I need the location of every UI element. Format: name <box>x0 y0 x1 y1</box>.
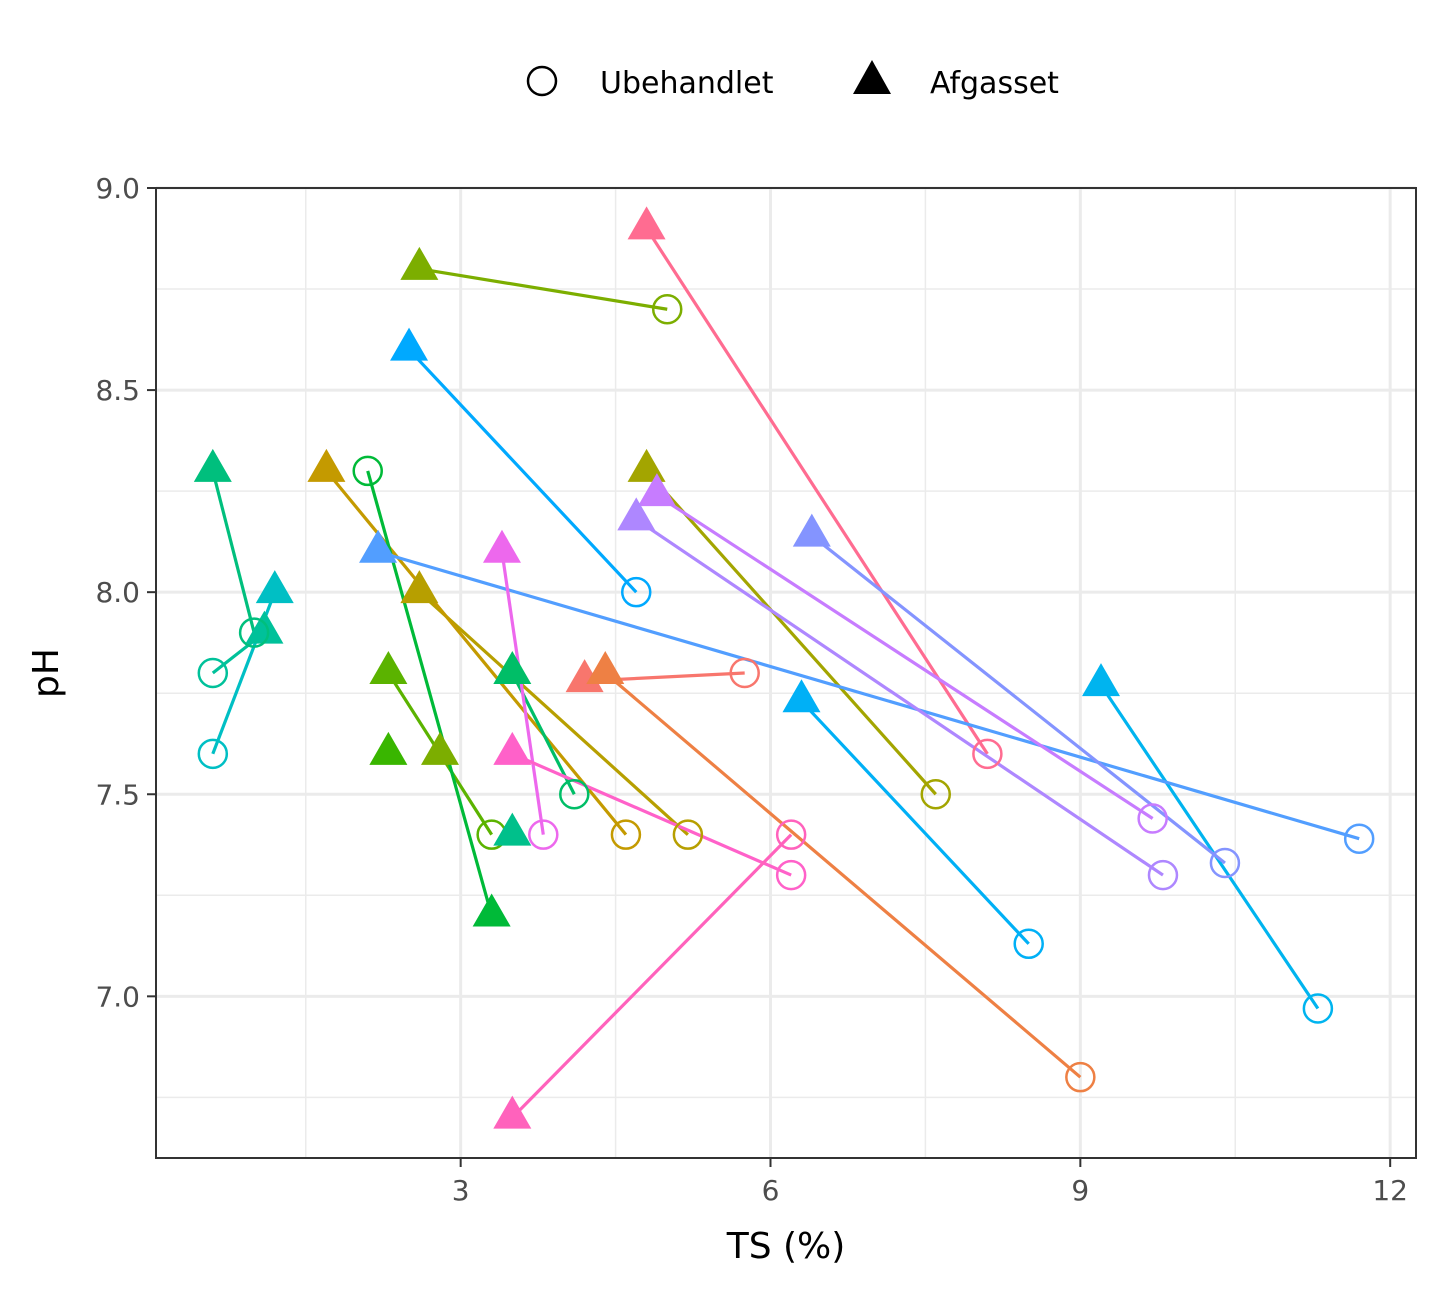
afgasset-point <box>390 327 429 361</box>
pair-line <box>419 267 668 311</box>
pair-line <box>810 534 1226 865</box>
afgasset-point <box>193 448 232 482</box>
afgasset-point <box>369 651 408 684</box>
pair-line <box>511 833 793 1119</box>
ubehandlet-point <box>1343 823 1375 854</box>
ubehandlet-point <box>197 738 229 770</box>
afgasset-point <box>493 1095 532 1129</box>
ubehandlet-point <box>972 738 1003 770</box>
pair-line <box>418 590 689 836</box>
afgasset-point <box>493 812 532 846</box>
ubehandlet-point <box>610 819 642 850</box>
ubehandlet-point <box>528 819 559 850</box>
pair-lines <box>211 227 1360 1119</box>
legend-afgasset-label: Afgasset <box>930 66 1059 101</box>
pair-line <box>511 752 792 877</box>
afgasset-point <box>792 513 831 547</box>
pair-line <box>366 470 494 916</box>
afgasset-point <box>400 246 439 280</box>
pair-line <box>1099 684 1320 1010</box>
y-tick-label: 7.5 <box>95 778 140 811</box>
afgasset-point <box>255 570 294 604</box>
ubehandlet-point <box>1013 928 1044 960</box>
ubehandlet-point <box>651 294 683 325</box>
ubehandlet-point <box>1209 847 1241 879</box>
pair-line <box>604 671 1082 1079</box>
legend: Ubehandlet Afgasset <box>526 60 1059 101</box>
ubehandlet-point <box>920 779 952 810</box>
afgasset-point <box>627 206 666 240</box>
ubehandlet-point <box>1147 859 1179 891</box>
data-points <box>193 206 1375 1129</box>
afgasset-point <box>1082 663 1120 697</box>
plot-border <box>155 187 1417 1159</box>
legend-ubehandlet-key <box>526 65 558 97</box>
ubehandlet-point <box>559 779 590 810</box>
afgasset-point <box>637 473 676 507</box>
ubehandlet-point <box>775 819 807 850</box>
ubehandlet-point <box>620 576 652 608</box>
afgasset-point <box>493 651 532 684</box>
y-axis-title: pH <box>26 648 67 698</box>
pair-line <box>645 469 937 796</box>
afgasset-point <box>421 731 460 765</box>
ubehandlet-point <box>238 617 270 648</box>
legend-ubehandlet-label: Ubehandlet <box>600 66 774 101</box>
afgasset-point <box>482 529 521 563</box>
afgasset-point <box>627 448 666 482</box>
x-tick-label: 3 <box>452 1174 470 1207</box>
legend-afgasset-key <box>853 60 891 94</box>
y-axis: 7.0 7.5 8.0 8.5 9.0 <box>95 172 156 1013</box>
afgasset-point <box>307 448 346 482</box>
afgasset-point <box>400 570 439 604</box>
y-tick-label: 8.5 <box>95 374 140 407</box>
afgasset-point <box>617 497 656 531</box>
pair-line <box>656 493 1154 820</box>
afgasset-point <box>586 651 625 684</box>
x-tick-label: 12 <box>1372 1174 1408 1207</box>
y-tick-label: 9.0 <box>95 172 140 205</box>
ubehandlet-point <box>1065 1061 1096 1093</box>
pair-line <box>377 550 1360 841</box>
afgasset-point <box>493 731 532 765</box>
plot-panel <box>156 188 1416 1158</box>
ubehandlet-point <box>1137 803 1168 834</box>
afgasset-point <box>245 610 284 644</box>
afgasset-point <box>782 679 821 713</box>
pair-line <box>325 469 628 836</box>
ubehandlet-point <box>729 657 760 689</box>
x-axis: 3 6 9 12 <box>452 1158 1408 1207</box>
afgasset-point <box>359 529 398 563</box>
x-tick-label: 6 <box>762 1174 780 1207</box>
ubehandlet-point <box>775 859 807 891</box>
ubehandlet-point <box>1302 993 1334 1024</box>
ubehandlet-point <box>197 657 229 689</box>
ubehandlet-point <box>672 819 704 850</box>
pair-line <box>800 700 1030 945</box>
pair-line <box>635 518 1164 877</box>
pair-line <box>407 348 638 594</box>
pair-line <box>211 470 256 633</box>
pair-line <box>500 551 545 835</box>
pair-line <box>645 227 989 755</box>
y-tick-label: 8.0 <box>95 576 140 609</box>
x-axis-title: TS (%) <box>726 1226 846 1267</box>
x-tick-label: 9 <box>1071 1174 1089 1207</box>
y-tick-label: 7.0 <box>95 980 140 1013</box>
ubehandlet-point <box>352 455 383 487</box>
afgasset-point <box>369 731 408 765</box>
afgasset-point <box>472 893 511 927</box>
